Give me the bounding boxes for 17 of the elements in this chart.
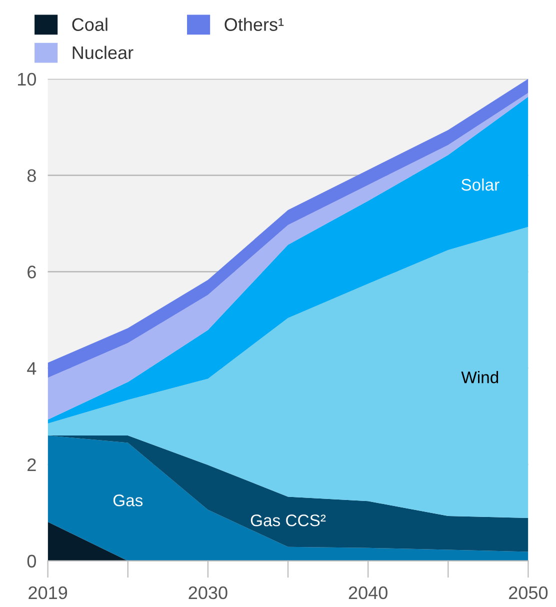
series-label: Wind xyxy=(461,371,498,384)
y-tick-label: 4 xyxy=(27,362,36,375)
x-tick-label: 2030 xyxy=(188,586,228,600)
series-label: Solar xyxy=(461,178,500,191)
y-tick-label: 0 xyxy=(27,554,36,568)
x-tick-label: 2040 xyxy=(348,586,388,600)
series-label: Gas xyxy=(113,494,143,506)
legend-label: Coal xyxy=(72,18,108,31)
legend-label: Nuclear xyxy=(72,46,134,60)
x-tick-label: 2019 xyxy=(28,586,68,600)
y-tick-label: 2 xyxy=(28,458,36,472)
y-tick-label: 10 xyxy=(18,72,36,86)
x-tick-label: 2050 xyxy=(509,586,548,600)
series-label: Gas CCS² xyxy=(250,514,326,526)
legend-label: Others¹ xyxy=(224,18,284,31)
y-tick-label: 6 xyxy=(28,266,36,278)
y-tick-label: 8 xyxy=(27,169,36,182)
